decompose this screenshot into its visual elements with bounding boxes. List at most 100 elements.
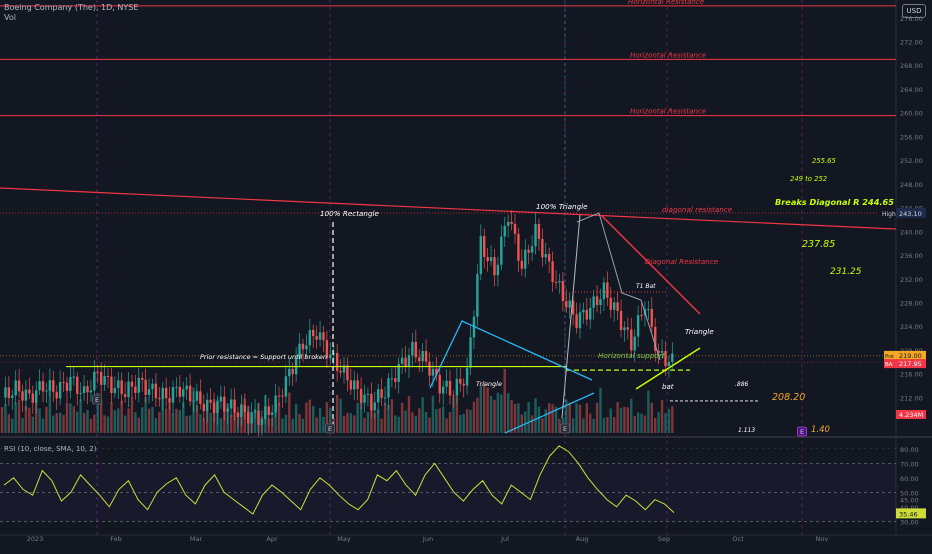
volume-bar <box>93 414 96 433</box>
volume-bar <box>568 402 571 433</box>
candle-body <box>397 363 400 382</box>
candle-body <box>17 380 21 392</box>
candle-body <box>565 301 568 308</box>
currency-button[interactable]: USD <box>902 4 926 18</box>
candle-body <box>476 274 479 317</box>
high-badge-bg <box>896 207 926 218</box>
volume-bar <box>424 411 428 433</box>
candle-body <box>52 380 55 392</box>
candle-body <box>93 371 96 391</box>
candle-body <box>199 391 202 404</box>
volume-bar <box>335 395 339 433</box>
candle-body <box>503 225 506 237</box>
volume-bar <box>438 408 441 433</box>
candle-body <box>76 376 79 394</box>
candle-body <box>602 282 606 300</box>
candle-body <box>578 312 582 329</box>
candle-body <box>288 368 291 377</box>
candle-body <box>506 221 510 226</box>
earnings-marker <box>560 423 570 434</box>
candle-body <box>377 389 380 403</box>
last-badge-label: BA <box>885 362 893 368</box>
candle-body <box>4 387 7 398</box>
candle-body <box>414 341 418 358</box>
candle-body <box>65 382 69 391</box>
candle-body <box>134 386 137 393</box>
x-axis-label: Jul <box>500 535 509 543</box>
volume-bar <box>548 403 551 433</box>
volume-bar <box>99 399 103 433</box>
volume-bar <box>182 402 185 433</box>
candle-body <box>517 233 520 261</box>
volume-bar <box>606 417 609 433</box>
annotation-t1-bat: T1 Bat <box>636 283 656 290</box>
x-axis-label: 2023 <box>27 535 44 543</box>
y-axis-tick: 236.00 <box>900 252 923 260</box>
volume-bar <box>541 418 544 433</box>
candle-body <box>62 382 65 384</box>
x-axis-label: May <box>337 535 351 543</box>
volume-bar <box>619 407 623 433</box>
volume-bar <box>188 415 192 433</box>
candle-body <box>185 385 188 390</box>
candle-body <box>21 391 24 401</box>
bat-pattern-legs <box>576 212 661 361</box>
candle-body <box>353 380 356 390</box>
candle-body <box>370 393 373 411</box>
candle-body <box>38 381 41 391</box>
volume-bar <box>141 407 144 433</box>
candle-body <box>236 412 240 417</box>
annotation-horizontal-resistance: Horizontal Resistance <box>630 108 706 116</box>
x-axis-label: Sep <box>658 535 670 543</box>
candle-body <box>212 402 216 414</box>
volume-bar <box>462 413 465 433</box>
volume-bar <box>308 399 311 433</box>
candle-body <box>315 336 318 340</box>
candle-body <box>113 388 117 393</box>
candle-body <box>48 380 52 391</box>
volume-bar <box>397 416 400 433</box>
candle-body <box>335 353 339 372</box>
candle-body <box>465 367 469 386</box>
volume-bar <box>284 414 288 433</box>
volume-bar <box>168 403 171 433</box>
volume-bar <box>592 418 595 433</box>
candle-body <box>380 389 383 398</box>
candle-body <box>35 390 38 403</box>
candle-body <box>448 380 452 396</box>
x-axis-label: Oct <box>732 535 744 543</box>
volume-bar <box>469 409 472 433</box>
pre-badge-label-bg <box>884 350 896 360</box>
candle-body <box>544 253 547 258</box>
earnings-marker <box>797 426 807 437</box>
annotation-diagonal-resistance: diagonal resistance <box>662 205 733 214</box>
last-badge-label-bg <box>884 359 896 369</box>
candle-body <box>55 391 58 399</box>
candle-body <box>72 376 76 378</box>
volume-bar <box>171 413 175 433</box>
x-axis-label: Feb <box>110 535 122 543</box>
volume-bar <box>158 412 161 433</box>
volume-bar <box>342 415 346 433</box>
volume-bar <box>35 402 38 433</box>
y-axis-tick: 224.00 <box>900 323 923 331</box>
volume-bar <box>633 415 636 433</box>
volume-bar <box>301 418 305 433</box>
volume-bar <box>329 408 332 433</box>
volume-bar <box>209 412 212 433</box>
candle-body <box>418 357 421 362</box>
candle-body <box>554 281 558 283</box>
volume-bar <box>387 405 390 433</box>
candle-body <box>31 393 34 403</box>
volume-bar <box>288 392 291 433</box>
candle-body <box>14 380 17 396</box>
candle-body <box>45 390 48 392</box>
candle-body <box>175 386 178 388</box>
candle-body <box>612 302 616 310</box>
volume-bar <box>527 402 530 433</box>
volume-bar <box>298 413 301 433</box>
candle-body <box>455 378 459 396</box>
